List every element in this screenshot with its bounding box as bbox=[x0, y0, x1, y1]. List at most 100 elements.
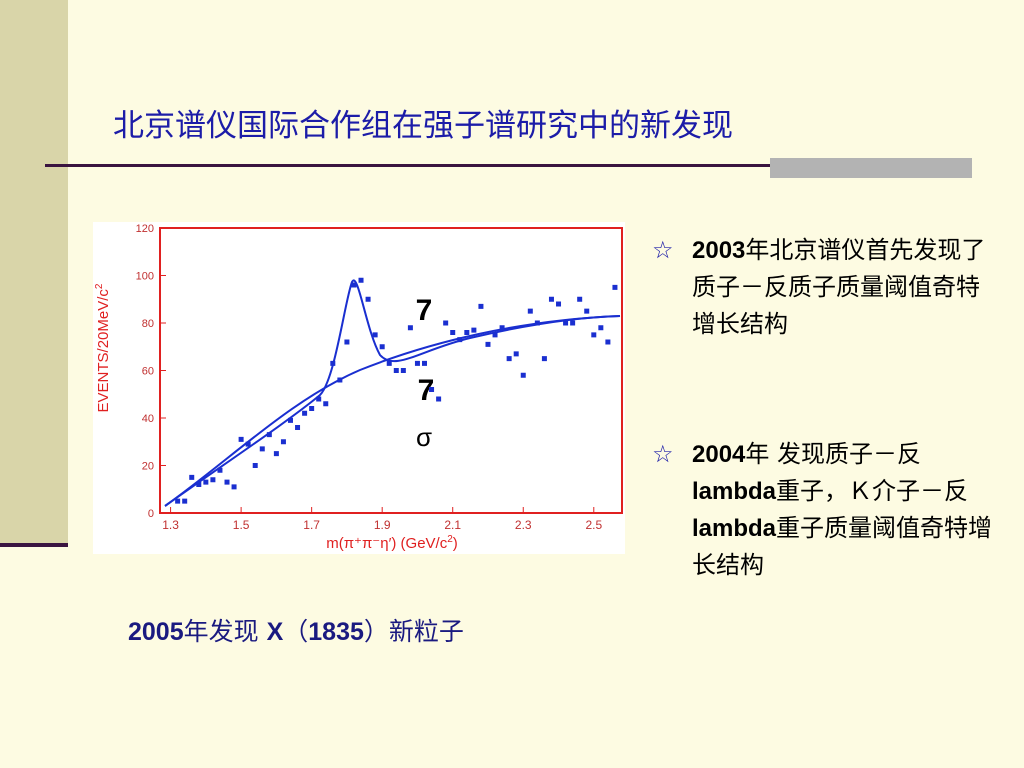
data-point bbox=[217, 467, 223, 473]
data-point bbox=[598, 325, 604, 331]
y-tick-label: 100 bbox=[136, 271, 154, 283]
figure-caption: 2005年发现 X（1835）新粒子 bbox=[128, 612, 464, 648]
data-point bbox=[520, 372, 526, 378]
data-point bbox=[365, 296, 371, 302]
data-point bbox=[407, 325, 413, 331]
x-tick-label: 2.3 bbox=[515, 518, 532, 532]
x-tick-label: 1.9 bbox=[374, 518, 391, 532]
data-point bbox=[584, 308, 590, 314]
data-point bbox=[541, 356, 547, 362]
data-point bbox=[513, 351, 519, 357]
data-point bbox=[436, 396, 442, 402]
data-point bbox=[478, 303, 484, 309]
figure-bg bbox=[93, 222, 625, 554]
text-run: ）新粒子 bbox=[363, 617, 464, 646]
data-point bbox=[457, 337, 463, 343]
data-point bbox=[492, 332, 498, 338]
y-tick-label: 120 bbox=[136, 223, 154, 235]
data-point bbox=[612, 284, 618, 290]
annotation: 7 bbox=[416, 294, 433, 327]
y-tick-label: 60 bbox=[142, 366, 154, 378]
annotation: 7 bbox=[418, 374, 435, 407]
data-point bbox=[506, 356, 512, 362]
text-run: 2003 bbox=[692, 237, 746, 264]
data-point bbox=[323, 401, 329, 407]
data-point bbox=[182, 498, 188, 504]
data-point bbox=[485, 341, 491, 347]
side-rule bbox=[0, 543, 68, 547]
text-run: lambda bbox=[692, 515, 777, 542]
data-point bbox=[471, 327, 477, 333]
text-run: 2005 bbox=[128, 618, 184, 646]
text-run: 重子，Ｋ介子－反 bbox=[776, 477, 993, 505]
data-point bbox=[175, 498, 181, 504]
data-point bbox=[534, 320, 540, 326]
data-point bbox=[287, 417, 293, 423]
data-point bbox=[414, 360, 420, 366]
data-point bbox=[358, 277, 364, 283]
data-point bbox=[316, 396, 322, 402]
data-point bbox=[393, 368, 399, 373]
title-bar bbox=[770, 158, 972, 178]
y-tick-label: 80 bbox=[142, 318, 154, 330]
x-label-end: ) bbox=[453, 535, 458, 552]
data-point bbox=[527, 308, 533, 314]
data-point bbox=[210, 477, 216, 483]
side-strip bbox=[0, 0, 68, 545]
background-fit bbox=[164, 315, 621, 507]
data-point bbox=[231, 484, 237, 490]
text-run: lambda bbox=[692, 478, 777, 505]
text-run: （ bbox=[283, 617, 309, 646]
data-point bbox=[245, 441, 251, 447]
data-point bbox=[548, 296, 554, 302]
text-run: 1835 bbox=[308, 618, 364, 646]
text-run: 年发现 bbox=[183, 617, 267, 646]
text-run: 2004 bbox=[692, 441, 746, 468]
bullet: ☆ bbox=[652, 440, 674, 468]
text-run: X bbox=[266, 618, 284, 646]
data-point bbox=[252, 463, 258, 468]
data-point bbox=[224, 479, 230, 485]
figure: EVENTS/20MeV/c2 m(π⁺π⁻η′) (GeV/c2) 7 7 σ… bbox=[93, 222, 625, 554]
data-point bbox=[203, 479, 209, 485]
data-point bbox=[259, 446, 265, 452]
data-point bbox=[379, 344, 385, 350]
x-tick-label: 1.7 bbox=[303, 518, 320, 532]
data-point bbox=[422, 360, 428, 366]
y-axis-label: EVENTS/20MeV/c2 bbox=[94, 283, 112, 412]
data-point bbox=[577, 296, 583, 302]
data-point bbox=[189, 474, 195, 480]
data-point bbox=[302, 410, 308, 416]
data-point bbox=[591, 332, 597, 338]
y-tick-label: 40 bbox=[142, 413, 154, 425]
data-point bbox=[429, 387, 435, 392]
x-tick-label: 2.5 bbox=[585, 518, 602, 532]
data-point bbox=[238, 436, 244, 442]
signal-fit bbox=[164, 279, 621, 507]
text-run: 年北京谱仪首先发现了质子－反质子质量阈值奇特增长结构 bbox=[692, 236, 986, 338]
bullet-item: ☆ 2003年北京谱仪首先发现了质子－反质子质量阈值奇特增长结构 bbox=[652, 232, 1002, 343]
data-point bbox=[196, 482, 202, 487]
x-tick-label: 1.3 bbox=[162, 518, 179, 532]
data-point bbox=[443, 320, 449, 326]
data-point bbox=[499, 325, 505, 331]
bullet-item: ☆ 2004年 发现质子－反lambda重子，Ｋ介子－反 lambda重子质量阈值… bbox=[652, 436, 1002, 584]
y-label-text: EVENTS/20MeV/c bbox=[95, 289, 112, 413]
x-label-sup: 2 bbox=[447, 534, 453, 545]
data-point bbox=[337, 377, 343, 383]
data-point bbox=[386, 360, 392, 366]
data-point bbox=[563, 320, 569, 326]
data-point bbox=[309, 406, 315, 411]
data-point bbox=[351, 282, 357, 288]
data-point bbox=[372, 332, 378, 338]
y-tick-label: 20 bbox=[142, 461, 154, 473]
data-point bbox=[556, 301, 562, 307]
y-label-sup: 2 bbox=[94, 283, 105, 289]
y-tick-label: 0 bbox=[148, 508, 154, 520]
slide-title: 北京谱仪国际合作组在强子谱研究中的新发现 bbox=[113, 108, 733, 144]
bullet: ☆ bbox=[652, 236, 674, 264]
x-tick-label: 2.1 bbox=[444, 518, 461, 532]
data-point bbox=[464, 330, 470, 335]
x-tick-label: 1.5 bbox=[233, 518, 250, 532]
